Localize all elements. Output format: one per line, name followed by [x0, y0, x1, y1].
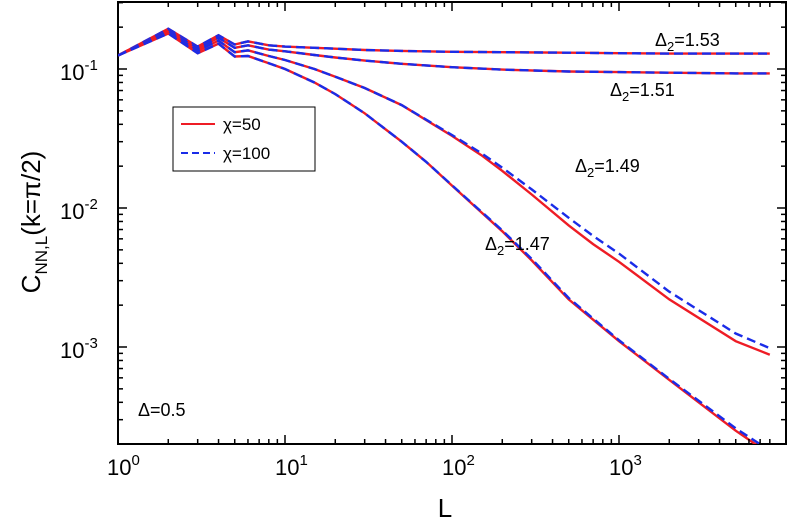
series-line-delta2-149-chi50	[118, 30, 771, 356]
x-tick-labels: 100 101 102 103	[107, 452, 642, 480]
series-line-delta2-147-chi100	[118, 32, 763, 444]
x-tick-label-3: 103	[609, 452, 642, 480]
annotation-delta2-153: Δ2=1.53	[655, 30, 720, 54]
y-axis-label: CNN,L(k=π/2)	[16, 151, 51, 294]
legend-box	[172, 106, 316, 172]
legend-label-chi50: χ=50	[223, 115, 261, 134]
x-axis-label: L	[438, 493, 452, 522]
y-tick-label-0: 10-1	[60, 57, 98, 85]
annotation-delta2-149: Δ2=1.49	[575, 156, 640, 180]
annotation-delta2-147: Δ2=1.47	[485, 234, 550, 258]
series-line-delta2-153-chi100	[118, 27, 770, 57]
y-tick-label-1: 10-2	[60, 196, 98, 224]
y-tick-labels: 10-1 10-2 10-3	[60, 57, 98, 363]
x-tick-label-1: 101	[275, 452, 308, 480]
annotation-delta2-151: Δ2=1.51	[610, 80, 675, 104]
legend: χ=50 χ=100	[172, 106, 316, 172]
annotation-delta-05: Δ=0.5	[138, 400, 186, 420]
tick-layer	[117, 1, 786, 445]
x-tick-label-0: 100	[107, 452, 140, 480]
legend-label-chi100: χ=100	[223, 144, 270, 163]
x-tick-label-2: 102	[442, 452, 475, 480]
series-layer	[118, 27, 771, 444]
series-line-delta2-151-chi100	[118, 28, 770, 75]
y-tick-label-2: 10-3	[60, 335, 98, 363]
